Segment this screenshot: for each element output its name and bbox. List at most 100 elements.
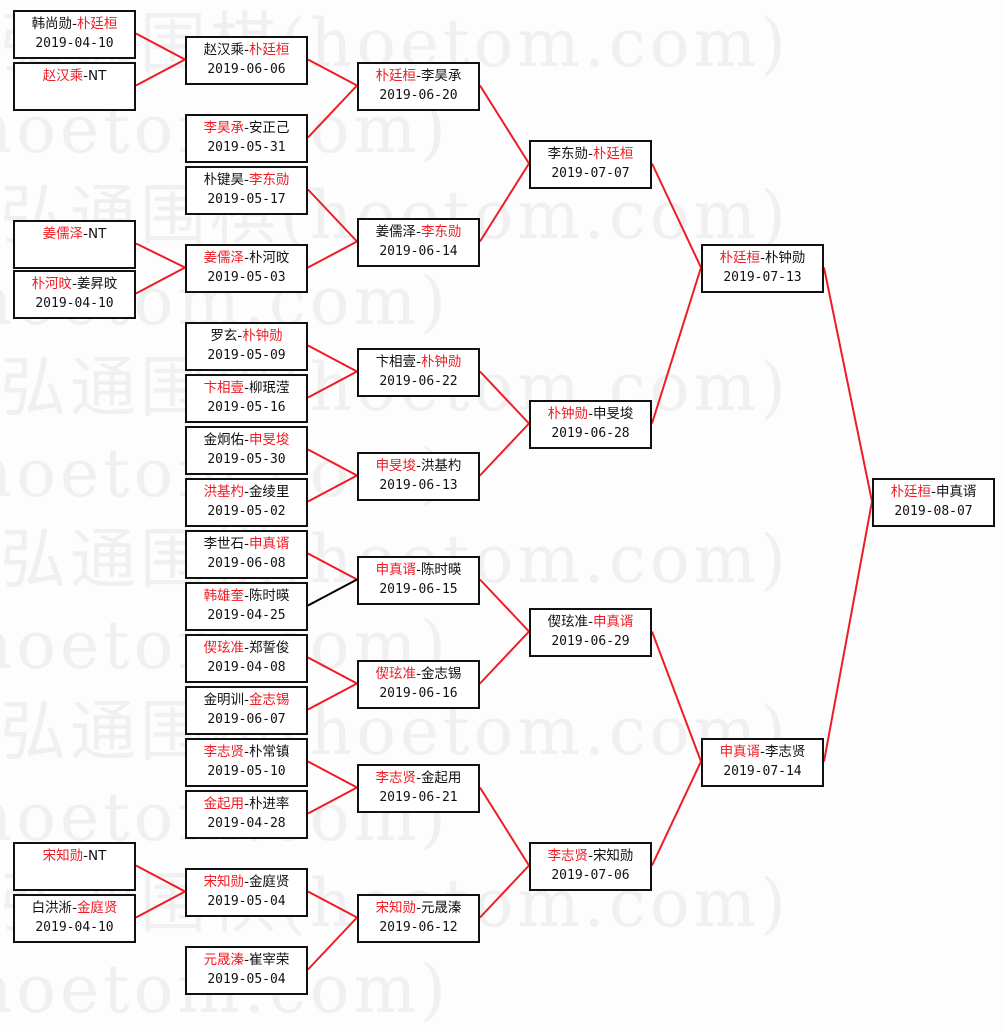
separator: - bbox=[416, 458, 421, 474]
match-box[interactable]: 金明训-金志锡 2019-06-07 bbox=[185, 686, 308, 735]
match-box[interactable]: 宋知勋-元晟溱 2019-06-12 bbox=[357, 894, 480, 943]
match-box[interactable]: 李志贤-朴常镇 2019-05-10 bbox=[185, 738, 308, 787]
bracket-link bbox=[479, 864, 530, 919]
separator: - bbox=[244, 484, 249, 500]
separator: - bbox=[416, 68, 421, 84]
player-1: 朴键昊 bbox=[203, 172, 245, 188]
match-date: 2019-08-07 bbox=[894, 504, 973, 519]
match-box[interactable]: 申旻埈-洪基杓 2019-06-13 bbox=[357, 452, 480, 501]
match-box[interactable]: 李志贤-金起用 2019-06-21 bbox=[357, 764, 480, 813]
match-box[interactable]: 姜儒泽-李东勋 2019-06-14 bbox=[357, 218, 480, 267]
match-date: 2019-05-09 bbox=[207, 348, 286, 363]
bracket-link bbox=[307, 890, 358, 919]
match-box[interactable]: 金炯佑-申旻埈 2019-05-30 bbox=[185, 426, 308, 475]
match-box[interactable]: 偰玹准-郑誓俊 2019-04-08 bbox=[185, 634, 308, 683]
bracket-link bbox=[135, 864, 186, 893]
match-box[interactable]: 卞相壹-柳珉滢 2019-05-16 bbox=[185, 374, 308, 423]
match-players: 朴廷桓-李昊承 bbox=[359, 67, 478, 86]
separator: - bbox=[416, 224, 421, 240]
player-2: 金起用 bbox=[420, 770, 462, 786]
match-box[interactable]: 宋知勋-金庭贤 2019-05-04 bbox=[185, 868, 308, 917]
player-1: 偰玹准 bbox=[547, 614, 589, 630]
match-date: 2019-06-06 bbox=[207, 62, 286, 77]
player-2: 宋知勋 bbox=[592, 848, 634, 864]
separator: - bbox=[244, 120, 249, 136]
match-box[interactable]: 赵汉乘-朴廷桓 2019-06-06 bbox=[185, 36, 308, 85]
separator: - bbox=[931, 484, 936, 500]
player-2: 申旻埈 bbox=[248, 432, 290, 448]
match-players: 洪基杓-金绫里 bbox=[187, 483, 306, 502]
match-box[interactable]: 李昊承-安正己 2019-05-31 bbox=[185, 114, 308, 163]
bracket-link bbox=[651, 761, 702, 866]
match-box[interactable]: 朴廷桓-申真谞 2019-08-07 bbox=[872, 478, 995, 527]
match-box[interactable]: 白洪淅-金庭贤 2019-04-10 bbox=[13, 894, 136, 943]
match-box[interactable]: 朴廷桓-李昊承 2019-06-20 bbox=[357, 62, 480, 111]
match-players: 偰玹准-申真谞 bbox=[531, 613, 650, 632]
match-players: 卞相壹-柳珉滢 bbox=[187, 379, 306, 398]
separator: - bbox=[244, 536, 249, 552]
match-box[interactable]: 朴键昊-李东勋 2019-05-17 bbox=[185, 166, 308, 215]
separator: - bbox=[244, 692, 249, 708]
match-box[interactable]: 元晟溱-崔宰荣 2019-05-04 bbox=[185, 946, 308, 995]
player-2: NT bbox=[88, 226, 107, 242]
player-1: 朴廷桓 bbox=[375, 68, 417, 84]
separator: - bbox=[416, 666, 421, 682]
player-1: 偰玹准 bbox=[203, 640, 245, 656]
match-players: 姜儒泽-NT bbox=[15, 225, 134, 244]
player-1: 李志贤 bbox=[547, 848, 589, 864]
player-2: 朴进率 bbox=[248, 796, 290, 812]
match-players: 朴键昊-李东勋 bbox=[187, 171, 306, 190]
bracket-link bbox=[135, 890, 186, 919]
player-1: 韩雄奎 bbox=[203, 588, 245, 604]
separator: - bbox=[588, 406, 593, 422]
match-date: 2019-07-13 bbox=[723, 270, 802, 285]
match-box[interactable]: 赵汉乘-NT bbox=[13, 62, 136, 111]
match-box[interactable]: 申真谞-李志贤 2019-07-14 bbox=[701, 738, 824, 787]
match-date: 2019-05-03 bbox=[207, 270, 286, 285]
match-box[interactable]: 申真谞-陈时暎 2019-06-15 bbox=[357, 556, 480, 605]
match-players: 金明训-金志锡 bbox=[187, 691, 306, 710]
player-1: 朴河旼 bbox=[31, 276, 73, 292]
player-1: 宋知勋 bbox=[42, 848, 84, 864]
bracket-link bbox=[307, 448, 358, 477]
match-box[interactable]: 朴钟勋-申旻埈 2019-06-28 bbox=[529, 400, 652, 449]
match-players: 申旻埈-洪基杓 bbox=[359, 457, 478, 476]
match-box[interactable]: 偰玹准-申真谞 2019-06-29 bbox=[529, 608, 652, 657]
match-box[interactable]: 姜儒泽-朴河旼 2019-05-03 bbox=[185, 244, 308, 293]
match-players: 宋知勋-金庭贤 bbox=[187, 873, 306, 892]
match-box[interactable]: 卞相壹-朴钟勋 2019-06-22 bbox=[357, 348, 480, 397]
separator: - bbox=[72, 276, 77, 292]
match-box[interactable]: 韩尚勋-朴廷桓 2019-04-10 bbox=[13, 10, 136, 59]
match-box[interactable]: 姜儒泽-NT bbox=[13, 220, 136, 269]
player-2: 元晟溱 bbox=[420, 900, 462, 916]
player-2: 姜昇旼 bbox=[76, 276, 118, 292]
player-2: 郑誓俊 bbox=[248, 640, 290, 656]
match-box[interactable]: 李东勋-朴廷桓 2019-07-07 bbox=[529, 140, 652, 189]
player-1: 宋知勋 bbox=[375, 900, 417, 916]
match-box[interactable]: 韩雄奎-陈时暎 2019-04-25 bbox=[185, 582, 308, 631]
separator: - bbox=[83, 848, 88, 864]
match-box[interactable]: 金起用-朴进率 2019-04-28 bbox=[185, 790, 308, 839]
player-1: 金起用 bbox=[203, 796, 245, 812]
match-box[interactable]: 朴河旼-姜昇旼 2019-04-10 bbox=[13, 270, 136, 319]
match-box[interactable]: 洪基杓-金绫里 2019-05-02 bbox=[185, 478, 308, 527]
player-1: 元晟溱 bbox=[203, 952, 245, 968]
player-1: 李世石 bbox=[203, 536, 245, 552]
match-box[interactable]: 偰玹准-金志锡 2019-06-16 bbox=[357, 660, 480, 709]
separator: - bbox=[760, 250, 765, 266]
separator: - bbox=[416, 770, 421, 786]
match-box[interactable]: 罗玄-朴钟勋 2019-05-09 bbox=[185, 322, 308, 371]
player-1: 朴廷桓 bbox=[719, 250, 761, 266]
player-2: 金庭贤 bbox=[76, 900, 118, 916]
match-box[interactable]: 李世石-申真谞 2019-06-08 bbox=[185, 530, 308, 579]
player-1: 李东勋 bbox=[547, 146, 589, 162]
bracket-link bbox=[307, 84, 358, 139]
match-box[interactable]: 李志贤-宋知勋 2019-07-06 bbox=[529, 842, 652, 891]
bracket-link bbox=[307, 344, 358, 373]
match-players: 金起用-朴进率 bbox=[187, 795, 306, 814]
bracket-link bbox=[479, 786, 530, 867]
match-box[interactable]: 宋知勋-NT bbox=[13, 842, 136, 891]
match-box[interactable]: 朴廷桓-朴钟勋 2019-07-13 bbox=[701, 244, 824, 293]
player-2: 申真谞 bbox=[935, 484, 977, 500]
player-1: 白洪淅 bbox=[31, 900, 73, 916]
